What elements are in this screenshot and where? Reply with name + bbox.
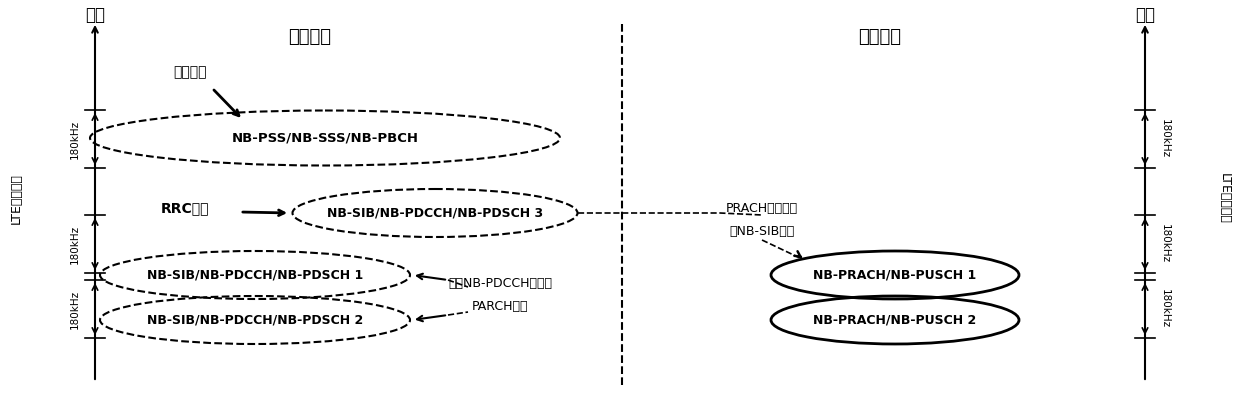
Text: NB-PSS/NB-SSS/NB-PBCH: NB-PSS/NB-SSS/NB-PBCH (232, 131, 419, 145)
Text: NB-SIB/NB-PDCCH/NB-PDSCH 2: NB-SIB/NB-PDCCH/NB-PDSCH 2 (146, 314, 363, 326)
Text: 180kHz: 180kHz (1159, 224, 1171, 264)
Text: 初始NB-PDCCH资源由: 初始NB-PDCCH资源由 (448, 277, 552, 290)
Text: 180kHz: 180kHz (69, 119, 81, 158)
Text: 下行链路: 下行链路 (289, 28, 331, 46)
Text: PRACH时频资源: PRACH时频资源 (725, 202, 799, 215)
Text: 上行链路: 上行链路 (858, 28, 901, 46)
Text: LTE系统带宽: LTE系统带宽 (1218, 173, 1230, 224)
Text: 180kHz: 180kHz (1159, 289, 1171, 329)
Text: NB-PRACH/NB-PUSCH 2: NB-PRACH/NB-PUSCH 2 (813, 314, 977, 326)
Text: 频率: 频率 (1135, 6, 1154, 24)
Text: 由NB-SIB指示: 由NB-SIB指示 (729, 225, 795, 238)
Text: NB-SIB/NB-PDCCH/NB-PDSCH 3: NB-SIB/NB-PDCCH/NB-PDSCH 3 (327, 206, 543, 220)
Text: PARCH指示: PARCH指示 (471, 300, 528, 313)
Text: NB-SIB/NB-PDCCH/NB-PDSCH 1: NB-SIB/NB-PDCCH/NB-PDSCH 1 (146, 268, 363, 281)
Text: NB-PRACH/NB-PUSCH 1: NB-PRACH/NB-PUSCH 1 (813, 268, 977, 281)
Text: 180kHz: 180kHz (69, 224, 81, 264)
Text: RRC配置: RRC配置 (161, 201, 210, 215)
Text: LTE系统带宽: LTE系统带宽 (10, 173, 22, 224)
Text: 频率: 频率 (86, 6, 105, 24)
Text: 锚点载波: 锚点载波 (174, 65, 207, 79)
Text: 180kHz: 180kHz (1159, 119, 1171, 158)
Text: 180kHz: 180kHz (69, 289, 81, 329)
